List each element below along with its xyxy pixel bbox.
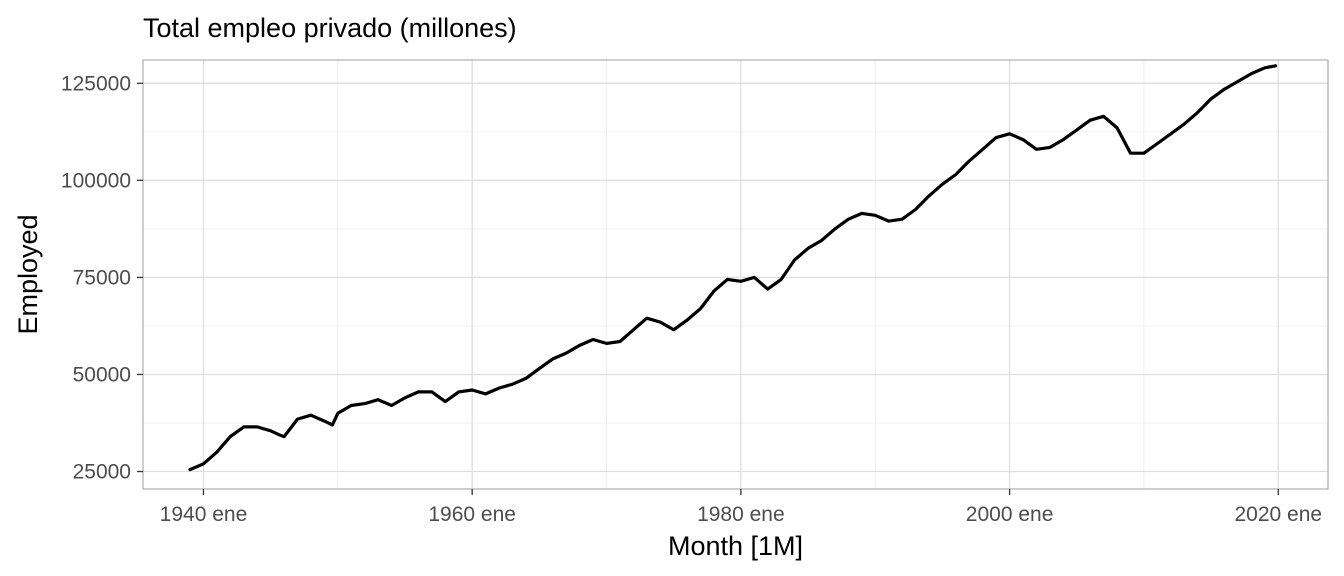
minor-gridlines	[143, 60, 1328, 489]
y-tick-label: 75000	[73, 266, 131, 289]
series-line	[188, 64, 1278, 472]
series-group	[188, 64, 1278, 472]
x-axis: 1940 ene 1960 ene 1980 ene 2000 ene 2020 ene	[160, 489, 1322, 526]
x-tick-label: 2000 ene	[966, 503, 1054, 526]
y-axis-title: Employed	[13, 214, 43, 334]
x-tick-label: 1980 ene	[697, 503, 785, 526]
x-tick-label: 1960 ene	[428, 503, 516, 526]
plot-panel-border	[142, 59, 1329, 490]
y-axis: 25000 50000 75000 100000 125000	[61, 72, 143, 484]
chart-title: Total empleo privado (millones)	[143, 13, 517, 43]
x-tick-label: 2020 ene	[1234, 503, 1322, 526]
major-gridlines	[143, 60, 1328, 489]
y-tick-label: 100000	[61, 169, 131, 192]
y-tick-label: 25000	[73, 461, 131, 484]
x-tick-label: 1940 ene	[160, 503, 248, 526]
y-tick-label: 50000	[73, 363, 131, 386]
x-axis-title: Month [1M]	[668, 531, 803, 561]
y-tick-label: 125000	[61, 72, 131, 95]
